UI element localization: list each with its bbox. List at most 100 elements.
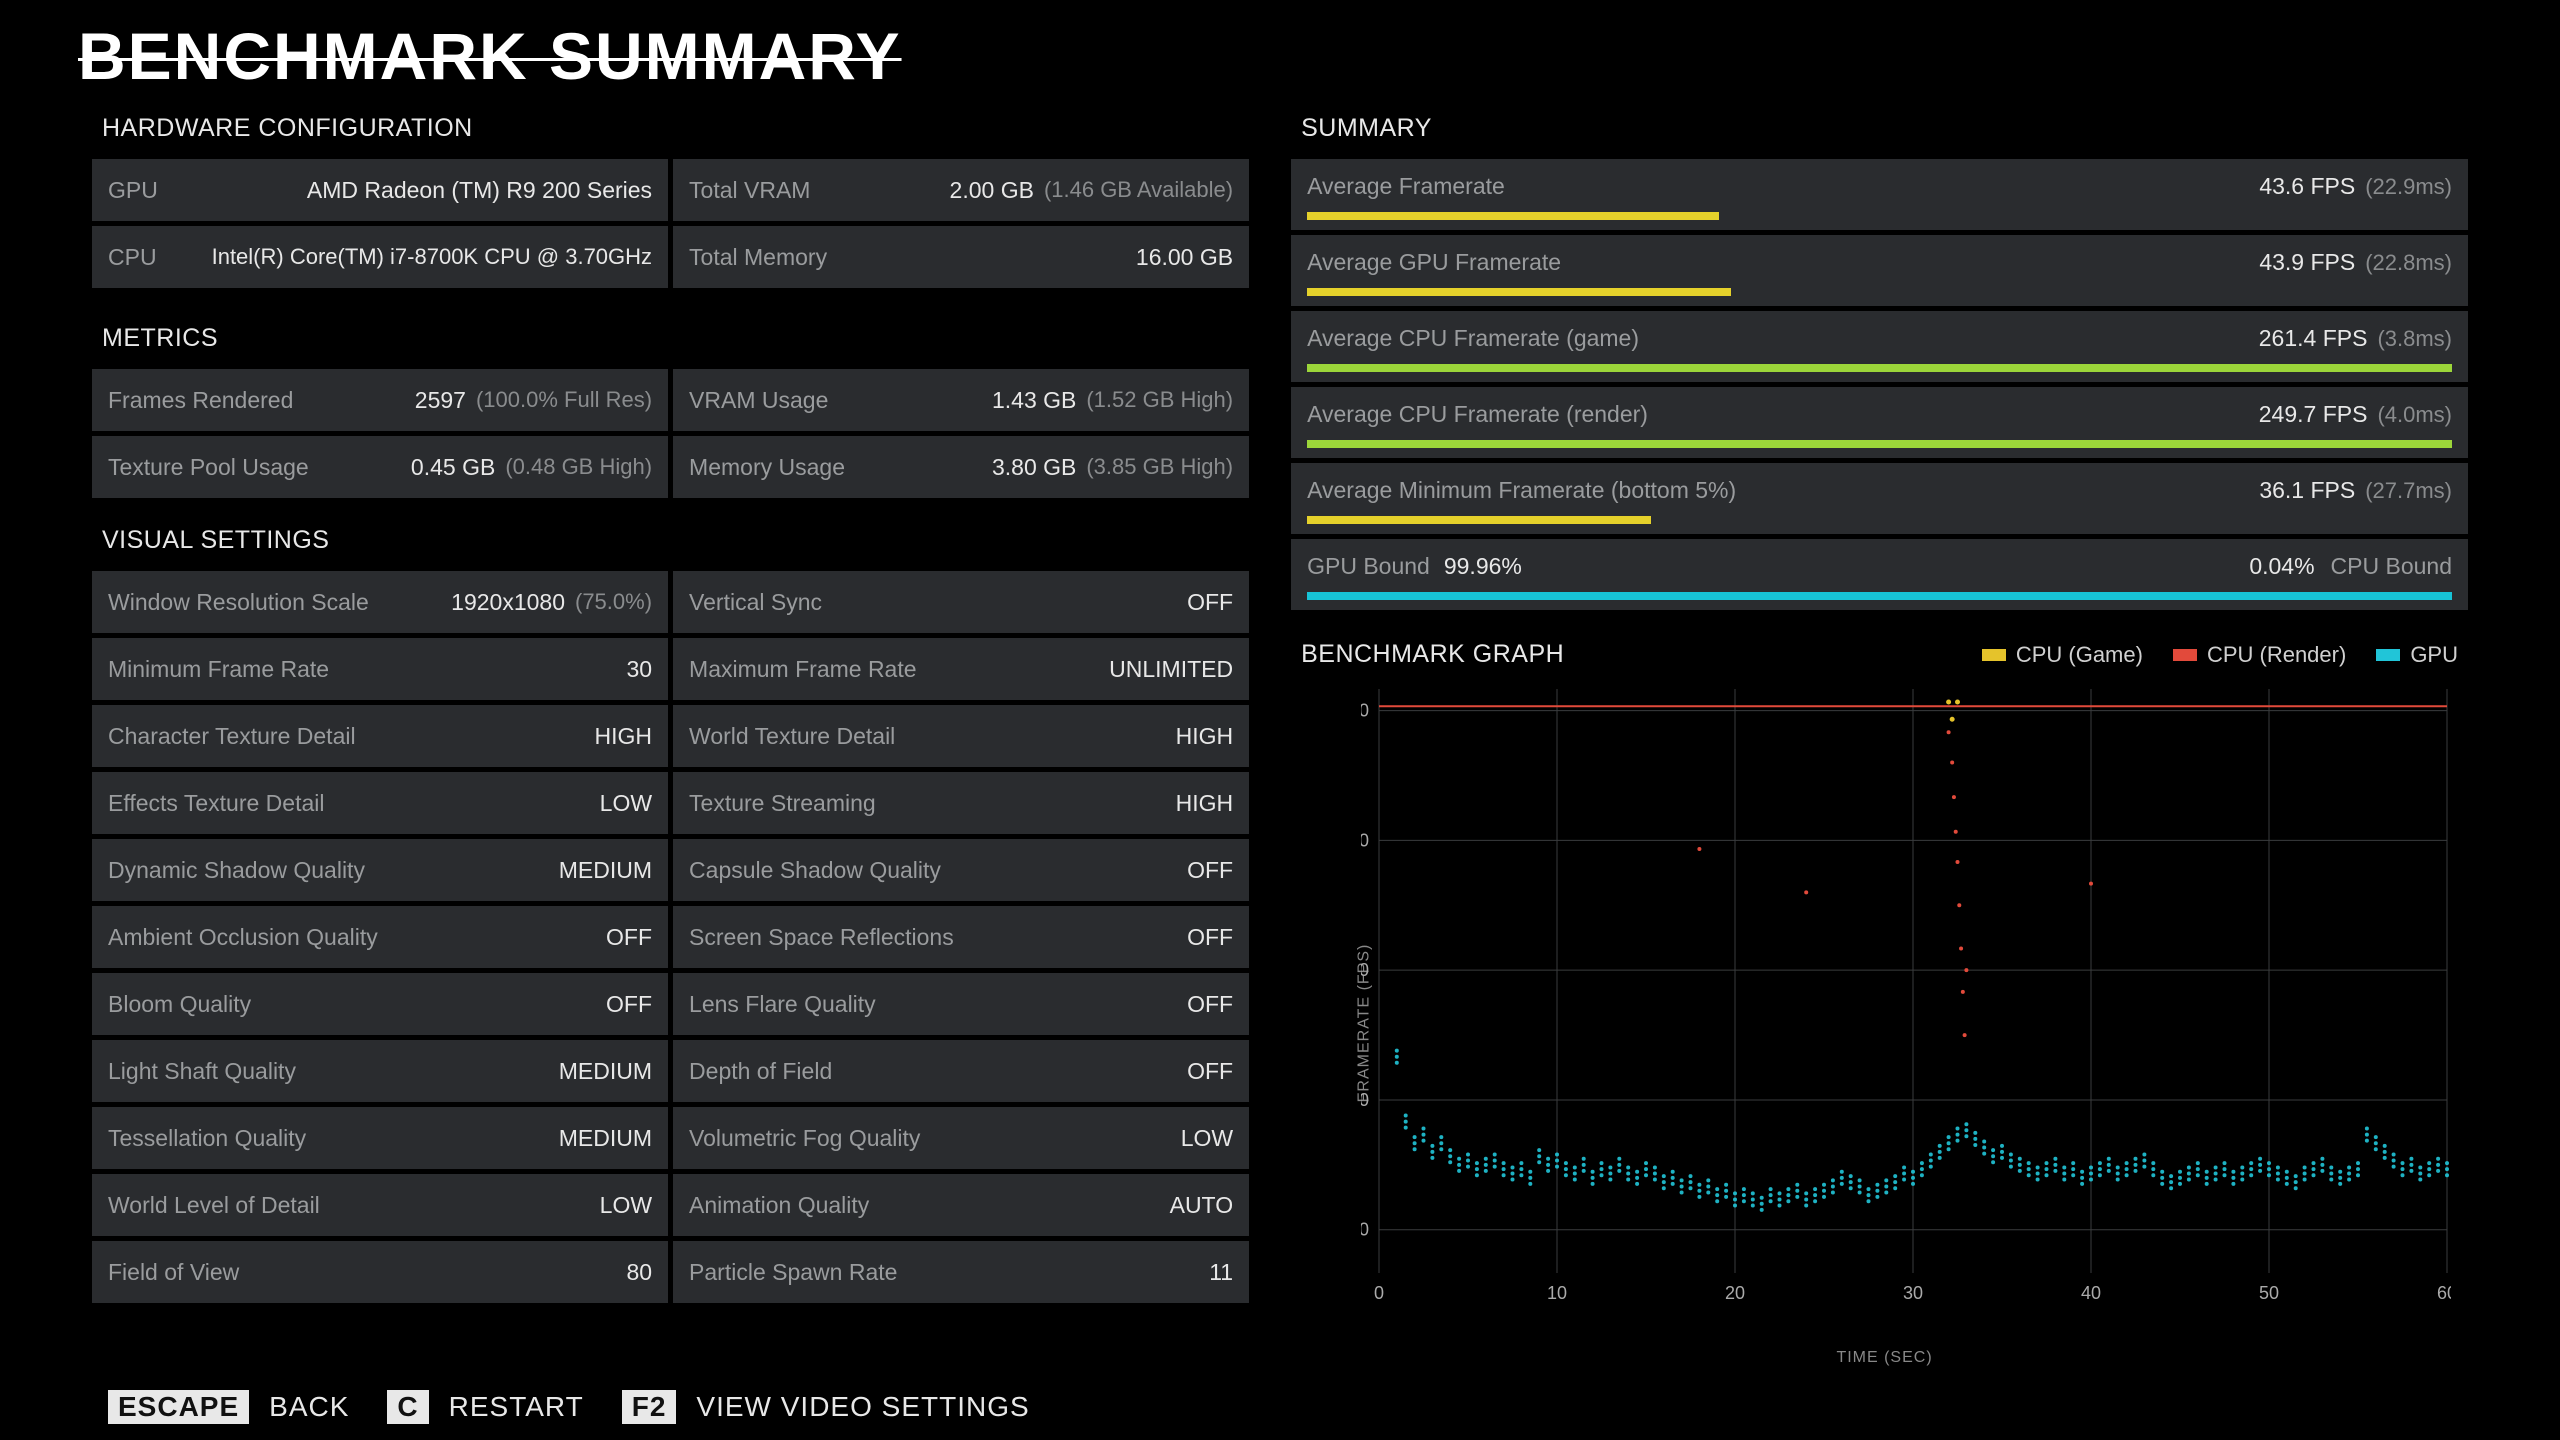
bound-row: GPU Bound99.96%0.04%CPU Bound [1291, 539, 2468, 610]
setting-value: LOW [600, 790, 652, 817]
visual-setting[interactable]: Light Shaft QualityMEDIUM [92, 1040, 668, 1102]
setting-label: Depth of Field [689, 1058, 832, 1085]
legend-item: GPU [2376, 642, 2458, 668]
setting-label: Minimum Frame Rate [108, 656, 329, 683]
svg-text:20: 20 [1725, 1283, 1745, 1303]
visual-setting[interactable]: Texture Streaming HIGH [673, 772, 1249, 834]
visual-setting[interactable]: Tessellation QualityMEDIUM [92, 1107, 668, 1169]
svg-text:120: 120 [1361, 830, 1369, 850]
visual-setting[interactable]: Volumetric Fog QualityLOW [673, 1107, 1249, 1169]
svg-text:0: 0 [1374, 1283, 1384, 1303]
visual-setting[interactable]: Particle Spawn Rate 11 [673, 1241, 1249, 1303]
setting-label: Dynamic Shadow Quality [108, 857, 365, 884]
visual-rows: Window Resolution Scale 1920x1080 (75.0%) V… [92, 571, 1249, 1303]
summary-bar [1307, 212, 1719, 220]
m-frames-label: Frames Rendered [108, 387, 293, 414]
m-tex-cell: Texture Pool Usage 0.45 GB (0.48 GB High… [92, 436, 668, 498]
setting-value: HIGH [1176, 723, 1234, 750]
visual-setting[interactable]: Vertical SyncOFF [673, 571, 1249, 633]
f2-key[interactable]: F2 [622, 1390, 677, 1424]
setting-value: OFF [1187, 991, 1233, 1018]
visual-setting[interactable]: Maximum Frame Rate UNLIMITED [673, 638, 1249, 700]
summary-bar [1307, 516, 1650, 524]
visual-setting[interactable]: Lens Flare QualityOFF [673, 973, 1249, 1035]
setting-label: Field of View [108, 1259, 239, 1286]
cpu-bound-label: CPU Bound [2331, 553, 2452, 580]
setting-label: Bloom Quality [108, 991, 251, 1018]
legend-label: GPU [2410, 642, 2458, 668]
summary-value: 261.4 FPS [2259, 325, 2368, 352]
setting-value: OFF [606, 924, 652, 951]
visual-setting[interactable]: Animation QualityAUTO [673, 1174, 1249, 1236]
setting-value: LOW [1181, 1125, 1233, 1152]
setting-label: World Level of Detail [108, 1192, 320, 1219]
summary-metric: Average Framerate43.6 FPS(22.9ms) [1291, 159, 2468, 230]
footer-bar: ESCAPE BACK C RESTART F2 VIEW VIDEO SETT… [108, 1390, 1048, 1424]
summary-value: 43.6 FPS [2259, 173, 2355, 200]
setting-label: Window Resolution Scale [108, 589, 369, 616]
visual-setting[interactable]: Minimum Frame Rate 30 [92, 638, 668, 700]
metrics-rows: Frames Rendered 2597 (100.0% Full Res) V… [92, 369, 1249, 498]
summary-value: 36.1 FPS [2259, 477, 2355, 504]
setting-label: Character Texture Detail [108, 723, 356, 750]
visual-setting[interactable]: Dynamic Shadow QualityMEDIUM [92, 839, 668, 901]
setting-value: MEDIUM [559, 1125, 652, 1152]
visual-setting[interactable]: Effects Texture DetailLOW [92, 772, 668, 834]
setting-label: Texture Streaming [689, 790, 876, 817]
hw-mem-label: Total Memory [689, 244, 827, 271]
view-settings-button[interactable]: VIEW VIDEO SETTINGS [696, 1391, 1029, 1423]
restart-button[interactable]: RESTART [449, 1391, 584, 1423]
setting-label: Maximum Frame Rate [689, 656, 916, 683]
svg-text:60: 60 [1361, 1090, 1369, 1110]
summary-bar [1307, 440, 2452, 448]
summary-sub: (22.8ms) [2365, 250, 2452, 276]
summary-bar [1307, 288, 1731, 296]
summary-metric: Average GPU Framerate43.9 FPS(22.8ms) [1291, 235, 2468, 306]
visual-setting[interactable]: Capsule Shadow QualityOFF [673, 839, 1249, 901]
hw-vram-value: 2.00 GB [950, 177, 1034, 204]
setting-value: 1920x1080 [451, 589, 565, 616]
back-button[interactable]: BACK [269, 1391, 349, 1423]
visual-setting[interactable]: Character Texture DetailHIGH [92, 705, 668, 767]
hw-gpu-value: AMD Radeon (TM) R9 200 Series [307, 177, 652, 204]
legend-label: CPU (Game) [2016, 642, 2143, 668]
visual-setting[interactable]: Depth of Field OFF [673, 1040, 1249, 1102]
setting-label: Ambient Occlusion Quality [108, 924, 378, 951]
svg-text:30: 30 [1361, 1220, 1369, 1240]
hw-vram-label: Total VRAM [689, 177, 810, 204]
summary-metric: Average CPU Framerate (game)261.4 FPS(3.… [1291, 311, 2468, 382]
visual-setting[interactable]: World Level of DetailLOW [92, 1174, 668, 1236]
visual-setting[interactable]: Window Resolution Scale 1920x1080 (75.0%) [92, 571, 668, 633]
setting-label: Screen Space Reflections [689, 924, 954, 951]
hw-gpu-label: GPU [108, 177, 158, 204]
svg-text:40: 40 [2081, 1283, 2101, 1303]
setting-value: OFF [1187, 1058, 1233, 1085]
svg-text:90: 90 [1361, 960, 1369, 980]
hardware-header: HARDWARE CONFIGURATION [92, 98, 1249, 159]
setting-sub: (75.0%) [575, 589, 652, 615]
setting-value: AUTO [1170, 1192, 1233, 1219]
setting-value: HIGH [1176, 790, 1234, 817]
setting-value: 30 [626, 656, 652, 683]
escape-key[interactable]: ESCAPE [108, 1390, 249, 1424]
svg-text:50: 50 [2259, 1283, 2279, 1303]
m-tex-sub: (0.48 GB High) [505, 454, 652, 480]
visual-setting[interactable]: Field of View80 [92, 1241, 668, 1303]
visual-setting[interactable]: Ambient Occlusion Quality OFF [92, 906, 668, 968]
summary-label: Average CPU Framerate (render) [1307, 401, 1648, 428]
summary-metric: Average CPU Framerate (render)249.7 FPS(… [1291, 387, 2468, 458]
visual-setting[interactable]: World Texture DetailHIGH [673, 705, 1249, 767]
hw-vram-sub: (1.46 GB Available) [1044, 177, 1233, 203]
hw-vram-cell: Total VRAM 2.00 GB (1.46 GB Available) [673, 159, 1249, 221]
visual-setting[interactable]: Screen Space ReflectionsOFF [673, 906, 1249, 968]
setting-value: 11 [1209, 1259, 1233, 1286]
setting-value: MEDIUM [559, 1058, 652, 1085]
summary-label: Average CPU Framerate (game) [1307, 325, 1639, 352]
gpu-bound-value: 99.96% [1444, 553, 1522, 580]
setting-value: UNLIMITED [1109, 656, 1233, 683]
c-key[interactable]: C [387, 1390, 428, 1424]
hw-gpu-cell: GPU AMD Radeon (TM) R9 200 Series [92, 159, 668, 221]
legend-swatch [2376, 649, 2400, 661]
setting-label: Particle Spawn Rate [689, 1259, 897, 1286]
visual-setting[interactable]: Bloom QualityOFF [92, 973, 668, 1035]
